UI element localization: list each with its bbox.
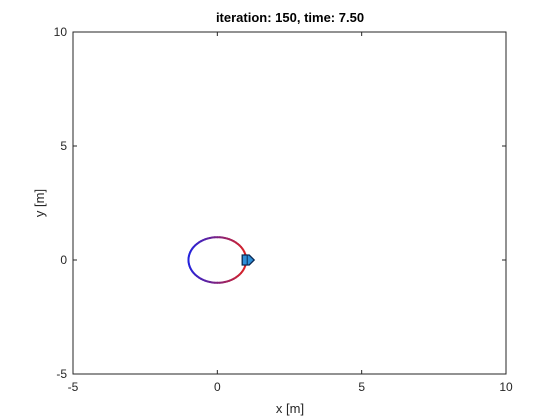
- plot-area: -5 0 5 10 -5 0 5 10: [54, 25, 513, 394]
- y-tick-label: 5: [60, 139, 67, 153]
- axes-box: [73, 32, 506, 374]
- x-tick-label: 0: [214, 380, 221, 394]
- y-tick-label: -5: [56, 367, 67, 381]
- y-tick-label: 10: [54, 25, 68, 39]
- x-tick-label: 5: [358, 380, 365, 394]
- y-tick-label: 0: [60, 253, 67, 267]
- x-axis-label: x [m]: [276, 401, 304, 416]
- chart-title: iteration: 150, time: 7.50: [216, 10, 364, 25]
- y-axis-label: y [m]: [32, 189, 47, 217]
- x-tick-label: 10: [499, 380, 513, 394]
- x-tick-label: -5: [68, 380, 79, 394]
